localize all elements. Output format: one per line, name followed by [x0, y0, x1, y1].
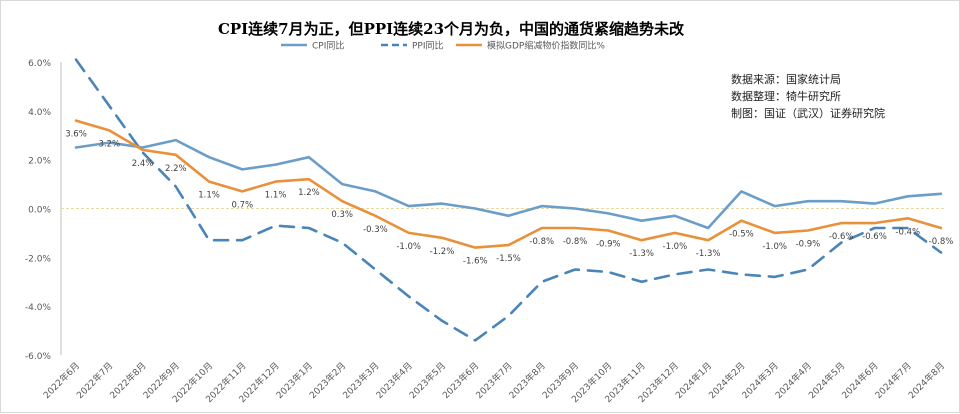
data-label: -0.9% — [596, 239, 621, 249]
data-label: -0.8% — [563, 237, 588, 247]
y-tick-label: -2.0% — [25, 254, 52, 264]
data-label: 2.4% — [132, 159, 154, 169]
data-label: -1.3% — [696, 249, 721, 259]
data-label: -0.8% — [529, 237, 554, 247]
data-label: -0.4% — [895, 227, 920, 237]
producer-note: 制图：国证（武汉）证券研究院 — [731, 107, 885, 120]
data-label: -1.0% — [396, 242, 421, 252]
y-tick-label: 6.0% — [28, 59, 51, 69]
y-tick-label: 4.0% — [28, 108, 51, 118]
source-note: 数据来源：国家统计局 — [731, 73, 841, 86]
plot-area: 3.6% 3.2% 2.4% 2.2% 1.1% 0.7% 1.1% 1.2% 0.3% -0.3… — [65, 58, 954, 342]
data-label: -0.5% — [729, 230, 754, 240]
processing-note: 数据整理：犄牛研究所 — [731, 90, 841, 103]
data-label: -0.8% — [929, 237, 954, 247]
legend-label: CPI同比 — [312, 40, 344, 52]
data-label: -1.0% — [663, 242, 688, 252]
data-label: -1.5% — [496, 254, 521, 264]
data-label: 2.2% — [165, 164, 187, 174]
data-label: 3.2% — [98, 139, 120, 149]
data-label: -1.2% — [430, 247, 455, 257]
series-line-1 — [74, 138, 943, 230]
x-tick-label: 2024年8月 — [906, 360, 947, 401]
data-label: 0.7% — [232, 200, 254, 210]
data-label: -0.6% — [829, 232, 854, 242]
series-line-3 — [74, 119, 943, 249]
legend: CPI同比 PPI同比 模拟GDP缩减物价指数同比% — [281, 40, 605, 52]
data-label: -1.3% — [629, 249, 654, 259]
legend-label: 模拟GDP缩减物价指数同比% — [487, 40, 605, 52]
legend-label: PPI同比 — [412, 40, 444, 52]
data-label: 1.1% — [265, 191, 287, 201]
data-label: -0.9% — [796, 239, 821, 249]
chart-title: CPI连续7月为正，但PPI连续23个月为负，中国的通货紧缩趋势未改 — [218, 20, 685, 38]
y-tick-label: -6.0% — [25, 352, 52, 362]
series-line-2 — [74, 58, 943, 342]
data-label: 1.2% — [298, 188, 320, 198]
data-label: 3.6% — [65, 130, 87, 140]
y-tick-label: -4.0% — [25, 303, 52, 313]
data-label: -0.6% — [862, 232, 887, 242]
data-label: -1.6% — [463, 257, 488, 267]
y-tick-label: 0.0% — [28, 206, 51, 216]
data-label: -1.0% — [762, 242, 787, 252]
y-tick-label: 2.0% — [28, 157, 51, 167]
data-label: 1.1% — [198, 191, 220, 201]
data-label: -0.3% — [363, 225, 388, 235]
data-label: 0.3% — [331, 210, 353, 220]
